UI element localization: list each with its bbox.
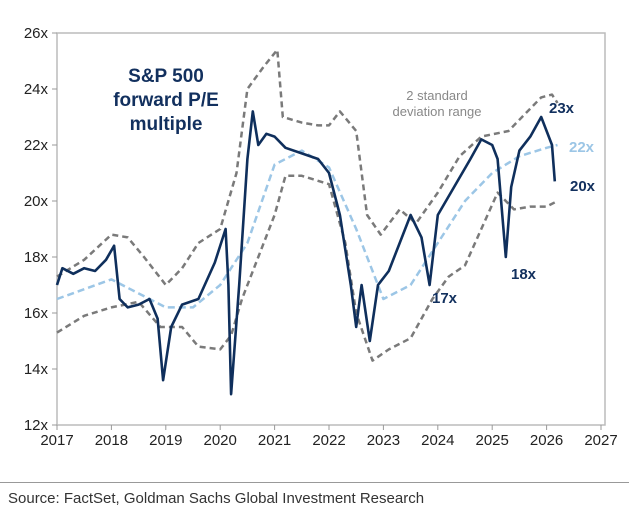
chart-title-line-2: forward P/E: [113, 90, 219, 111]
label-22x: 22x: [569, 139, 595, 156]
x-tick-label: 2020: [204, 432, 237, 449]
x-tick-label: 2024: [421, 432, 454, 449]
divider: [0, 482, 629, 483]
x-tick-label: 2023: [367, 432, 400, 449]
y-tick-label: 20x: [24, 193, 49, 210]
average-line: [56, 143, 558, 309]
band-label-1: 2 standard: [406, 88, 467, 103]
x-tick-label: 2026: [530, 432, 563, 449]
label-23x: 23x: [549, 100, 575, 117]
x-tick-label: 2019: [149, 432, 182, 449]
chart-title-line-1: S&P 500: [128, 66, 204, 87]
x-tick-label: 2022: [312, 432, 345, 449]
band-label-2: deviation range: [393, 104, 482, 119]
y-tick-label: 24x: [24, 81, 49, 98]
x-tick-label: 2021: [258, 432, 291, 449]
forward-pe-line: [55, 110, 557, 396]
y-tick-label: 26x: [24, 25, 49, 42]
label-18x: 18x: [511, 266, 537, 283]
chart-title-line-3: multiple: [130, 114, 203, 135]
y-tick-label: 22x: [24, 137, 49, 154]
label-20x: 20x: [570, 178, 596, 195]
label-17x: 17x: [432, 290, 458, 307]
y-tick-label: 18x: [24, 249, 49, 266]
x-tick-label: 2027: [584, 432, 617, 449]
source-note: Source: FactSet, Goldman Sachs Global In…: [8, 490, 425, 507]
x-tick-label: 2017: [40, 432, 73, 449]
lower-band-line: [56, 174, 559, 362]
y-tick-label: 14x: [24, 361, 49, 378]
pe-chart: 12x 14x 16x 18x 20x 22x 24x 26x 2017 2018 2019 202…: [24, 25, 618, 449]
plot-frame: [56, 32, 606, 426]
x-tick-label: 2018: [95, 432, 128, 449]
y-tick-label: 16x: [24, 305, 49, 322]
y-tick-label: 12x: [24, 417, 49, 434]
upper-band-line: [56, 48, 559, 287]
x-tick-label: 2025: [476, 432, 509, 449]
